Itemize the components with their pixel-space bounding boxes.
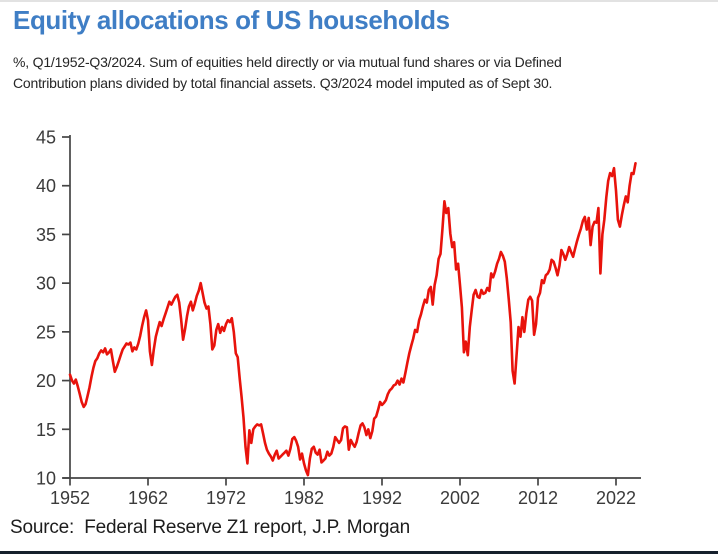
x-axis-tick-label: 1992: [362, 488, 402, 508]
equity-allocation-series-line: [68, 162, 637, 477]
y-axis-tick-label: 35: [36, 225, 56, 245]
x-axis-tick-label: 2022: [596, 488, 636, 508]
x-axis-tick-label: 1982: [284, 488, 324, 508]
x-axis-tick-label: 1972: [206, 488, 246, 508]
source-note: Source: Federal Reserve Z1 report, J.P. …: [10, 517, 410, 538]
y-axis-tick-label: 45: [36, 128, 56, 148]
y-axis-tick-label: 30: [36, 274, 56, 294]
chart-subtitle-line2: Contribution plans divided by total fina…: [13, 75, 553, 91]
top-divider: [0, 0, 718, 2]
y-axis-tick-label: 40: [36, 176, 56, 196]
x-axis-tick-label: 2012: [518, 488, 558, 508]
y-axis-tick-label: 20: [36, 371, 56, 391]
y-axis-tick-label: 25: [36, 322, 56, 342]
x-axis-tick-label: 2002: [440, 488, 480, 508]
bottom-divider: [0, 551, 718, 554]
x-axis-tick-label: 1952: [50, 488, 90, 508]
y-axis-tick-label: 10: [36, 469, 56, 489]
y-axis-tick-label: 15: [36, 420, 56, 440]
page-title: Equity allocations of US households: [13, 5, 450, 35]
chart-subtitle-line1: %, Q1/1952-Q3/2024. Sum of equities held…: [13, 54, 562, 70]
x-axis-tick-label: 1962: [128, 488, 168, 508]
